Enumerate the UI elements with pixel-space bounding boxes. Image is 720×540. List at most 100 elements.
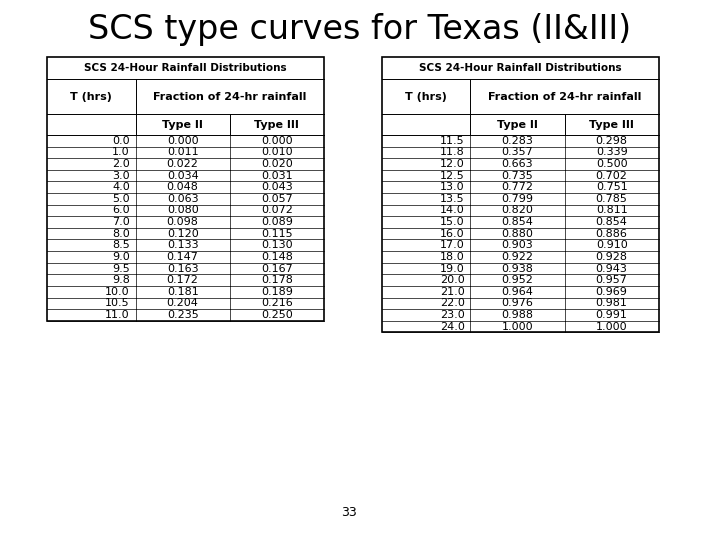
Text: 14.0: 14.0 [440,205,464,215]
Text: 0.283: 0.283 [502,136,534,146]
Text: 22.0: 22.0 [440,298,464,308]
Text: 0.020: 0.020 [261,159,293,169]
Text: 24.0: 24.0 [440,321,464,332]
Text: 0.133: 0.133 [167,240,199,251]
Text: 0.250: 0.250 [261,310,293,320]
Text: 11.8: 11.8 [440,147,464,158]
Text: Type III: Type III [589,120,634,130]
Text: 0.189: 0.189 [261,287,293,297]
Text: Type II: Type II [497,120,538,130]
Text: 0.500: 0.500 [596,159,628,169]
Text: 19.0: 19.0 [440,264,464,274]
Text: 4.0: 4.0 [112,182,130,192]
Text: 8.0: 8.0 [112,228,130,239]
Text: 0.663: 0.663 [502,159,534,169]
Text: 21.0: 21.0 [440,287,464,297]
Text: Type III: Type III [254,120,300,130]
Text: 0.098: 0.098 [167,217,199,227]
Text: 0.000: 0.000 [261,136,293,146]
Text: 0.167: 0.167 [261,264,293,274]
Text: 0.298: 0.298 [595,136,628,146]
Text: 0.357: 0.357 [502,147,534,158]
Text: SCS type curves for Texas (II&III): SCS type curves for Texas (II&III) [89,13,631,46]
Text: 0.216: 0.216 [261,298,293,308]
Text: 16.0: 16.0 [440,228,464,239]
Text: 20.0: 20.0 [440,275,464,285]
Text: 0.785: 0.785 [595,194,628,204]
Text: 0.115: 0.115 [261,228,293,239]
Text: 12.0: 12.0 [440,159,464,169]
Text: 0.988: 0.988 [501,310,534,320]
Text: 8.5: 8.5 [112,240,130,251]
Text: 0.886: 0.886 [595,228,628,239]
Text: 0.854: 0.854 [595,217,628,227]
Text: 0.089: 0.089 [261,217,293,227]
Text: 10.5: 10.5 [105,298,130,308]
Text: 11.5: 11.5 [440,136,464,146]
Text: 13.5: 13.5 [440,194,464,204]
Text: 0.969: 0.969 [595,287,628,297]
Text: Fraction of 24-hr rainfall: Fraction of 24-hr rainfall [488,92,642,102]
Text: 0.120: 0.120 [167,228,199,239]
Text: 0.922: 0.922 [501,252,534,262]
Text: 13.0: 13.0 [440,182,464,192]
Text: 0.172: 0.172 [167,275,199,285]
Text: 0.339: 0.339 [596,147,628,158]
Text: 17.0: 17.0 [440,240,464,251]
Text: 0.938: 0.938 [502,264,534,274]
Text: 1.0: 1.0 [112,147,130,158]
Text: 0.0: 0.0 [112,136,130,146]
Text: 9.0: 9.0 [112,252,130,262]
Text: 0.910: 0.910 [596,240,628,251]
Text: 0.163: 0.163 [167,264,199,274]
Text: 0.048: 0.048 [167,182,199,192]
Text: 0.991: 0.991 [595,310,628,320]
Text: 0.178: 0.178 [261,275,293,285]
Text: 0.943: 0.943 [595,264,628,274]
Text: 11.0: 11.0 [105,310,130,320]
Text: 0.034: 0.034 [167,171,199,181]
Text: 0.964: 0.964 [502,287,534,297]
Text: 0.854: 0.854 [502,217,534,227]
Text: Fraction of 24-hr rainfall: Fraction of 24-hr rainfall [153,92,307,102]
Text: 10.0: 10.0 [105,287,130,297]
Text: 0.928: 0.928 [595,252,628,262]
Text: SCS 24-Hour Rainfall Distributions: SCS 24-Hour Rainfall Distributions [419,63,621,73]
Text: 23.0: 23.0 [440,310,464,320]
Text: 0.811: 0.811 [596,205,628,215]
Text: 0.147: 0.147 [167,252,199,262]
Text: 0.080: 0.080 [167,205,199,215]
Text: 0.057: 0.057 [261,194,293,204]
Text: 0.011: 0.011 [167,147,199,158]
Text: 0.702: 0.702 [595,171,628,181]
Text: 0.799: 0.799 [501,194,534,204]
Bar [47,57,324,321]
Text: 0.063: 0.063 [167,194,199,204]
Text: 0.952: 0.952 [502,275,534,285]
Text: 0.880: 0.880 [502,228,534,239]
Text: 0.010: 0.010 [261,147,293,158]
Text: T (hrs): T (hrs) [405,92,447,102]
Text: 0.043: 0.043 [261,182,293,192]
Text: 6.0: 6.0 [112,205,130,215]
Text: 7.0: 7.0 [112,217,130,227]
Text: 9.5: 9.5 [112,264,130,274]
Bar [382,57,659,332]
Text: 0.148: 0.148 [261,252,293,262]
Text: 0.031: 0.031 [261,171,293,181]
Text: 2.0: 2.0 [112,159,130,169]
Text: 0.022: 0.022 [167,159,199,169]
Text: 0.735: 0.735 [502,171,534,181]
Text: 12.5: 12.5 [440,171,464,181]
Text: 0.130: 0.130 [261,240,293,251]
Text: 0.751: 0.751 [596,182,628,192]
Text: 9.8: 9.8 [112,275,130,285]
Text: 0.957: 0.957 [595,275,628,285]
Text: 15.0: 15.0 [440,217,464,227]
Text: 0.976: 0.976 [502,298,534,308]
Text: T (hrs): T (hrs) [71,92,112,102]
Text: 0.903: 0.903 [502,240,534,251]
Text: 1.000: 1.000 [596,321,628,332]
Text: 18.0: 18.0 [440,252,464,262]
Text: 1.000: 1.000 [502,321,534,332]
